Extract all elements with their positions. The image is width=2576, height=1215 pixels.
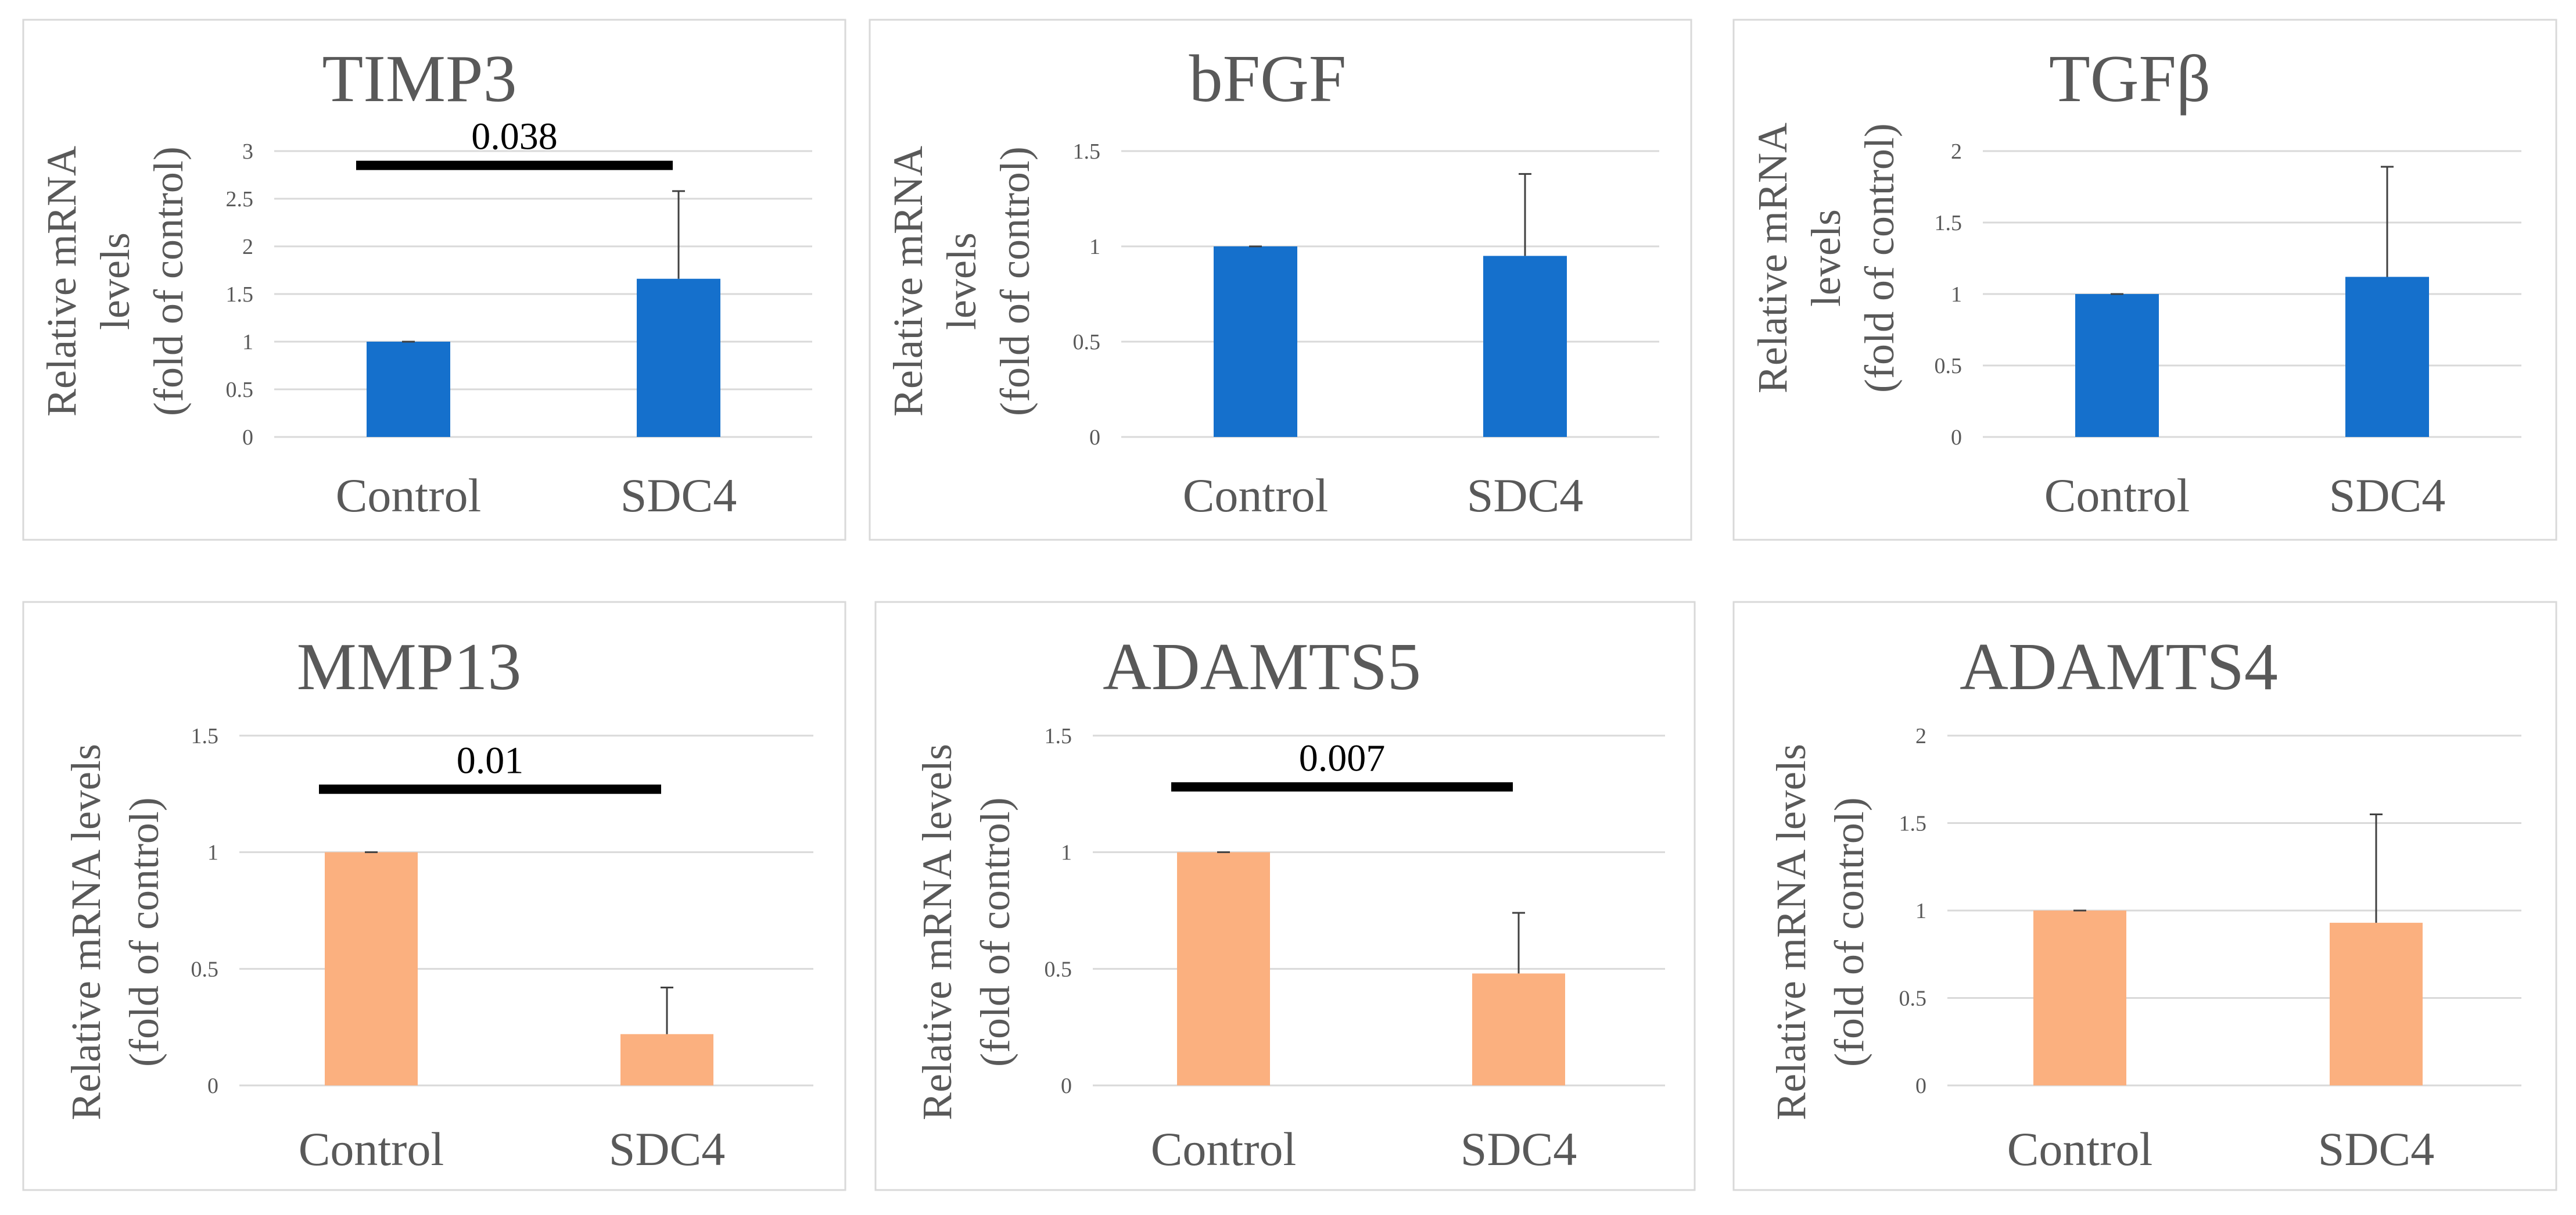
y-axis-label: Relative mRNA bbox=[1749, 123, 1796, 393]
y-tick-label: 1 bbox=[242, 330, 253, 354]
p-value-label: 0.007 bbox=[1299, 737, 1386, 779]
x-category-label: SDC4 bbox=[1461, 1123, 1577, 1175]
y-tick-label: 1.5 bbox=[191, 724, 219, 748]
chart-title: ADAMTS4 bbox=[1960, 630, 2278, 704]
y-tick-label: 3 bbox=[242, 139, 253, 164]
x-category-label: Control bbox=[2044, 469, 2190, 522]
y-tick-label: 2 bbox=[242, 235, 253, 259]
bar-control bbox=[325, 852, 418, 1085]
y-tick-label: 1.5 bbox=[1073, 139, 1101, 164]
y-tick-label: 2 bbox=[1915, 724, 1926, 748]
bar-control bbox=[2033, 911, 2126, 1085]
y-tick-label: 2.5 bbox=[226, 187, 254, 212]
y-tick-label: 1 bbox=[1061, 841, 1072, 865]
y-tick-label: 0 bbox=[207, 1074, 218, 1098]
bar-sdc4 bbox=[2330, 923, 2423, 1085]
x-category-label: Control bbox=[1151, 1123, 1297, 1175]
y-axis-label: levels bbox=[92, 232, 138, 330]
x-category-label: SDC4 bbox=[1467, 469, 1584, 522]
y-tick-label: 0.5 bbox=[1899, 987, 1927, 1011]
y-tick-label: 1.5 bbox=[1899, 812, 1927, 836]
y-tick-label: 1 bbox=[1089, 235, 1100, 259]
y-axis-label: (fold of control) bbox=[145, 146, 192, 416]
y-axis-label: Relative mRNA levels bbox=[1768, 744, 1814, 1120]
y-axis-label: Relative mRNA bbox=[885, 146, 931, 417]
x-category-label: SDC4 bbox=[609, 1123, 726, 1175]
bar-sdc4 bbox=[637, 278, 720, 437]
y-tick-label: 1.5 bbox=[226, 282, 254, 307]
chart-title: MMP13 bbox=[297, 630, 522, 704]
chart-panel-bfgf: 0 0.5 1 1.5 Control SDC4 bFGF Relative mRNA leve… bbox=[869, 19, 1692, 541]
y-tick-label: 0 bbox=[1915, 1074, 1926, 1098]
y-axis-label: Relative mRNA levels bbox=[914, 744, 960, 1120]
x-category-label: Control bbox=[1183, 469, 1329, 522]
y-tick-label: 0 bbox=[242, 425, 253, 450]
x-category-label: Control bbox=[299, 1123, 444, 1175]
bar-sdc4 bbox=[620, 1034, 713, 1085]
y-tick-label: 0 bbox=[1061, 1074, 1072, 1098]
p-value-label: 0.01 bbox=[457, 739, 524, 782]
y-tick-label: 1 bbox=[1951, 282, 1962, 307]
chart-panel-adamts4: 0 0.5 1 1.5 2 Control SDC4 ADAMTS4 Relative mRNA… bbox=[1732, 601, 2557, 1191]
y-tick-label: 0.5 bbox=[1073, 330, 1101, 354]
panel-frame bbox=[874, 601, 1696, 1191]
y-tick-label: 1 bbox=[207, 841, 218, 865]
y-axis-label: (fold of control) bbox=[1856, 123, 1903, 393]
bar-sdc4 bbox=[2345, 277, 2429, 437]
x-category-label: Control bbox=[2007, 1123, 2153, 1175]
y-axis-label: (fold of control) bbox=[121, 797, 167, 1067]
y-tick-label: 0.5 bbox=[1935, 354, 1963, 378]
bar-control bbox=[367, 342, 450, 437]
y-axis-label: (fold of control) bbox=[992, 146, 1038, 416]
bar-sdc4 bbox=[1483, 256, 1567, 437]
x-category-label: SDC4 bbox=[620, 469, 737, 522]
x-category-label: SDC4 bbox=[2318, 1123, 2435, 1175]
y-tick-label: 1 bbox=[1915, 899, 1926, 923]
y-tick-label: 1.5 bbox=[1935, 211, 1963, 235]
chart-title: TGFβ bbox=[2049, 42, 2211, 116]
x-category-label: Control bbox=[336, 469, 482, 522]
y-tick-label: 0.5 bbox=[1045, 957, 1072, 981]
y-tick-label: 0 bbox=[1951, 425, 1962, 450]
y-tick-label: 0.5 bbox=[226, 378, 254, 402]
y-tick-label: 1.5 bbox=[1045, 724, 1072, 748]
panel-frame bbox=[22, 601, 846, 1191]
bar-control bbox=[1214, 246, 1297, 437]
y-tick-label: 0 bbox=[1089, 425, 1100, 450]
y-axis-label: Relative mRNA levels bbox=[63, 744, 109, 1120]
chart-title: TIMP3 bbox=[322, 42, 516, 116]
y-tick-label: 0.5 bbox=[191, 957, 219, 981]
y-axis-label: (fold of control) bbox=[1826, 797, 1872, 1067]
y-axis-label: levels bbox=[1803, 209, 1849, 307]
y-tick-label: 2 bbox=[1951, 139, 1962, 164]
bar-control bbox=[2075, 294, 2159, 437]
x-category-label: SDC4 bbox=[2329, 469, 2446, 522]
chart-title: ADAMTS5 bbox=[1103, 630, 1421, 704]
bar-sdc4 bbox=[1472, 973, 1565, 1085]
y-axis-label: Relative mRNA bbox=[38, 146, 85, 417]
p-value-label: 0.038 bbox=[471, 116, 558, 158]
panel-frame bbox=[1732, 601, 2557, 1191]
chart-title: bFGF bbox=[1189, 42, 1347, 116]
y-axis-label: (fold of control) bbox=[972, 797, 1018, 1067]
chart-panel-tgf: 0 0.5 1 1.5 2 Control SDC4 TGFβ Relative mRNA lev… bbox=[1732, 19, 2557, 541]
bar-control bbox=[1177, 852, 1270, 1085]
chart-panel-adamts5: 0 0.5 1 1.5 Control SDC4 0.007 ADAMTS5 Relative … bbox=[874, 601, 1696, 1191]
chart-panel-mmp13: 0 0.5 1 1.5 Control SDC4 0.01 MMP13 Relative mRN… bbox=[22, 601, 846, 1191]
y-axis-label: levels bbox=[938, 232, 985, 330]
